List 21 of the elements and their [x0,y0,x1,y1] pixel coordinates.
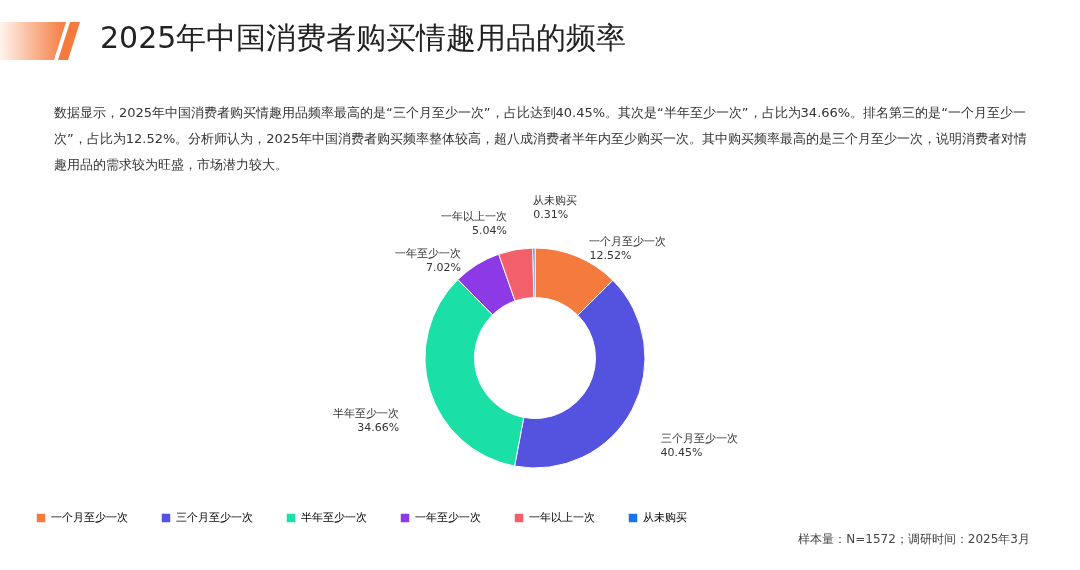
data-label: 12.52% [589,248,632,262]
legend-label: 从未购买 [643,511,687,524]
data-label: 34.66% [357,421,400,435]
slice-label: 半年至少一次 [333,407,400,421]
chart-title: 2025年中国消费者购买情趣用品的频率 [100,19,627,57]
legend-label: 半年至少一次 [301,511,367,524]
text: 样本量：N=1572；调研时间：2025年3月 [798,531,1030,548]
slice-label: 一个月至少一次 [589,234,667,248]
slice-label: 三个月至少一次 [660,432,738,446]
slice-label: 从未购买 [533,194,578,208]
data-label: 5.04% [472,224,508,238]
slice-label: 一年至少一次 [395,247,462,261]
data-label: 0.31% [533,208,569,222]
legend-label: 三个月至少一次 [176,511,253,524]
slice-label: 一年以上一次 [441,210,508,224]
legend-label: 一年以上一次 [529,511,595,524]
data-label: 7.02% [426,261,462,275]
legend-label: 一年至少一次 [415,511,481,524]
data-label: 40.45% [660,446,703,460]
chart-subtitle: 数据显示，2025年中国消费者购买情趣用品频率最高的是“三个月至少一次”，占比达到40.45%。其次是“半年至少一次”，占比为34.66%。排名第三的是“一个月至少一次”，占比为12.52%。分析师认为，2025年中国消费者购买频率整体较高，超八成消费者半年内至少购买一次。其中购买频率最高的是三个月至少一次，说明消费者对情趣用品的需求较为旺盛，市场潜力较大。 [54,104,1029,174]
legend-label: 一个月至少一次 [51,511,128,524]
